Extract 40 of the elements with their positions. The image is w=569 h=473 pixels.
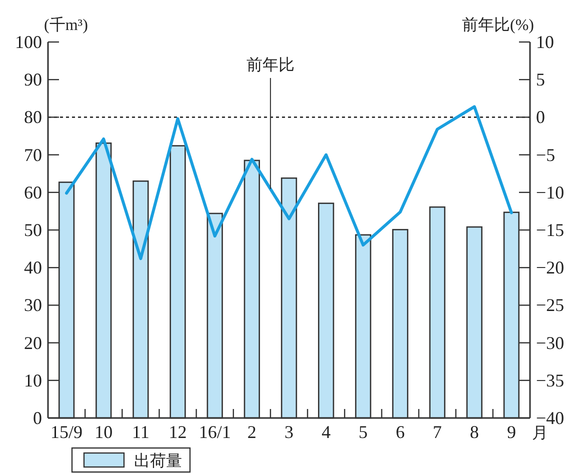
y2-tick-label: −15 [536, 220, 564, 240]
y2-tick-label: −20 [536, 258, 564, 278]
y-tick-label: 70 [24, 144, 42, 165]
y-tick-label: 50 [24, 220, 42, 240]
x-tick-label: 5 [358, 422, 368, 442]
x-tick-label: 3 [284, 422, 294, 442]
y2-tick-label: 10 [536, 32, 554, 52]
y-tick-label: 30 [24, 295, 42, 316]
x-tick-label: 9 [506, 422, 516, 442]
y2-axis-title: 前年比(%) [462, 16, 534, 34]
text: 前年比 [246, 56, 294, 74]
y2-tick-label: −25 [536, 295, 564, 316]
y2-tick-label: −35 [536, 370, 564, 390]
y2-tick-label: 0 [536, 107, 545, 128]
y-tick-label: 60 [24, 182, 42, 202]
y-tick-label: 0 [33, 408, 42, 428]
y2-tick-label: 5 [536, 70, 545, 90]
x-tick-label: 8 [470, 422, 479, 442]
legend-label: 出荷量 [134, 452, 182, 470]
x-tick-label: 7 [432, 422, 442, 442]
y-tick-label: 100 [15, 32, 42, 52]
y2-tick-label: −5 [536, 144, 556, 165]
y2-tick-label: −30 [536, 332, 564, 353]
y-tick-label: 10 [24, 370, 42, 390]
y2-tick-label: −10 [536, 182, 564, 202]
x-axis-title: 月 [532, 425, 548, 442]
y-axis-title: (千m³) [44, 16, 88, 34]
x-tick-label: 6 [396, 422, 405, 442]
x-tick-label: 16/1 [198, 422, 231, 442]
x-tick-label: 10 [94, 422, 113, 442]
x-tick-label: 12 [168, 422, 187, 442]
y-tick-label: 90 [24, 70, 42, 90]
y-tick-label: 80 [24, 107, 42, 128]
x-tick-label: 11 [132, 422, 150, 442]
x-tick-label: 2 [247, 422, 256, 442]
x-tick-label: 15/9 [50, 422, 83, 442]
x-tick-label: 4 [322, 422, 331, 442]
y-tick-label: 40 [24, 258, 42, 278]
y-tick-label: 20 [24, 332, 42, 353]
line-series [65, 105, 513, 260]
